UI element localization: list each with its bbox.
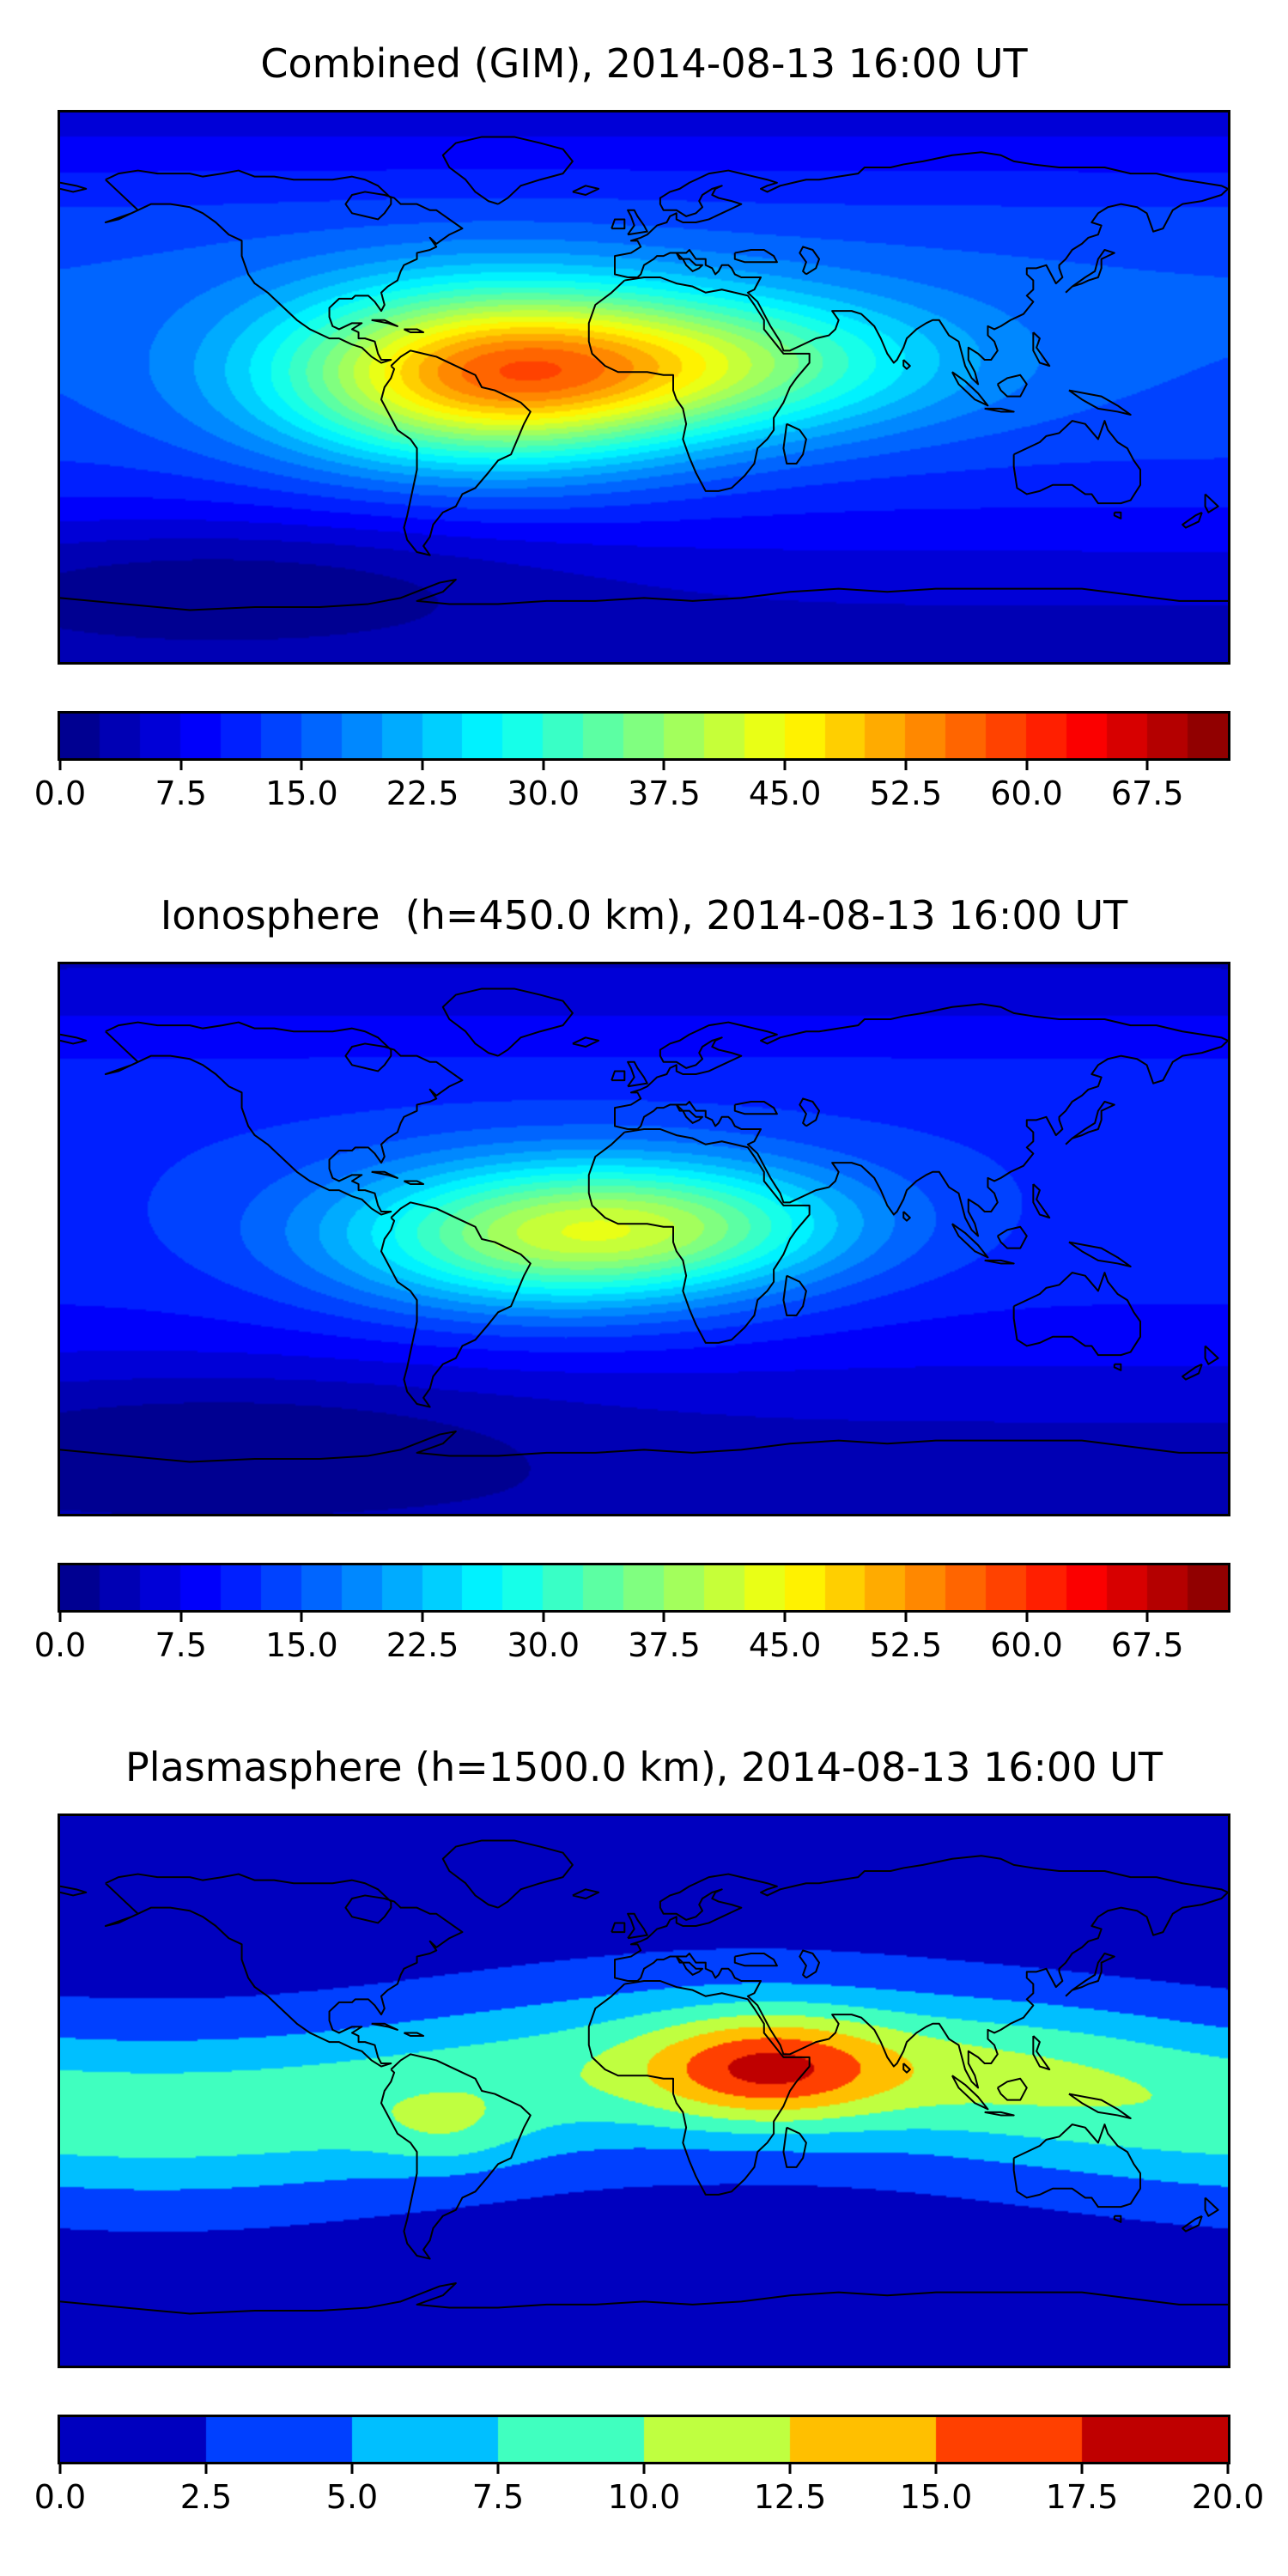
colorbar-tick-mark [300,1613,303,1622]
colorbar-tick-mark [421,761,424,770]
coastlines-overlay [60,1816,1228,2366]
colorbar-tick-mark [350,2464,354,2474]
colorbar-tick-mark [542,1613,545,1622]
colorbar-tick-mark [934,2464,938,2474]
colorbar-tick-label: 37.5 [628,775,701,812]
colorbar-tick-label: 60.0 [990,775,1063,812]
figure-ionosphere: Ionosphere (h=450.0 km), 2014-08-13 16:0… [0,891,1288,1668]
colorbar-tick-row: 0.0 7.5 15.0 22.5 30.0 37.5 45.0 52.5 60.0 67.5 [34,761,1228,816]
colorbar-tick-label: 17.5 [1045,2478,1119,2516]
colorbar-tick-label: 20.0 [1191,2478,1265,2516]
colorbar-tick-mark [783,761,787,770]
colorbar-tick-mark [783,1613,787,1622]
coastline-path [60,988,1228,1461]
colorbar-canvas [60,714,1228,758]
colorbar-tick-mark [58,2464,62,2474]
colorbar-tick-mark [1080,2464,1084,2474]
colorbar-tick-label: 22.5 [386,1626,459,1664]
colorbar [58,711,1230,761]
colorbar-tick-label: 0.0 [33,775,87,812]
map-panel [58,110,1230,665]
colorbar-tick-mark [496,2464,500,2474]
colorbar-tick-mark [1025,1613,1029,1622]
colorbar-tick-mark [662,1613,665,1622]
colorbar-tick-label: 5.0 [325,2478,379,2516]
colorbar-tick-mark [58,761,62,770]
colorbar-tick-mark [542,761,545,770]
tec-heatmap-canvas [60,112,1228,662]
colorbar-tick-mark [58,1613,62,1622]
colorbar-tick-label: 15.0 [265,775,338,812]
colorbar-tick-label: 45.0 [748,775,822,812]
figure-title: Plasmasphere (h=1500.0 km), 2014-08-13 1… [125,1744,1163,1790]
coastline-path [60,1840,1228,2313]
figure-title: Ionosphere (h=450.0 km), 2014-08-13 16:0… [160,892,1128,939]
colorbar-tick-mark [421,1613,424,1622]
colorbar-tick-mark [1145,1613,1149,1622]
colorbar-tick-mark [300,761,303,770]
colorbar-tick-mark [204,2464,208,2474]
colorbar-tick-label: 67.5 [1110,775,1184,812]
tec-heatmap-canvas [60,1816,1228,2366]
colorbar-tick-label: 15.0 [899,2478,973,2516]
colorbar-tick-label: 10.0 [607,2478,681,2516]
colorbar-tick-label: 67.5 [1110,1626,1184,1664]
colorbar-tick-label: 0.0 [33,1626,87,1664]
colorbar-tick-label: 30.0 [507,775,580,812]
colorbar-tick-label: 0.0 [33,2478,87,2516]
colorbar-tick-label: 45.0 [748,1626,822,1664]
colorbar-tick-label: 12.5 [753,2478,827,2516]
colorbar-tick-mark [1226,2464,1230,2474]
colorbar-tick-label: 22.5 [386,775,459,812]
colorbar-tick-mark [179,1613,183,1622]
figure-plasmasphere: Plasmasphere (h=1500.0 km), 2014-08-13 1… [0,1743,1288,2519]
colorbar-canvas [60,2417,1228,2462]
colorbar-tick-mark [904,761,908,770]
colorbar-tick-row: 0.0 2.5 5.0 7.5 10.0 12.5 15.0 17.5 20.0 [34,2464,1264,2519]
coastlines-overlay [60,964,1228,1514]
colorbar-tick-mark [179,761,183,770]
colorbar-tick-row: 0.0 7.5 15.0 22.5 30.0 37.5 45.0 52.5 60.0 67.5 [34,1613,1228,1668]
colorbar-tick-label: 52.5 [869,1626,943,1664]
colorbar-tick-label: 52.5 [869,775,943,812]
colorbar [58,2415,1230,2464]
figure-combined-gim: Combined (GIM), 2014-08-13 16:00 UT 0.0 7… [0,39,1288,816]
map-panel [58,1814,1230,2368]
colorbar [58,1563,1230,1613]
colorbar-tick-mark [662,761,665,770]
colorbar-tick-label: 60.0 [990,1626,1063,1664]
map-panel [58,962,1230,1516]
colorbar-tick-mark [904,1613,908,1622]
coastline-path [60,137,1228,610]
colorbar-canvas [60,1565,1228,1610]
colorbar-tick-mark [1025,761,1029,770]
colorbar-tick-label: 7.5 [155,775,207,812]
colorbar-tick-label: 37.5 [628,1626,701,1664]
colorbar-tick-label: 15.0 [265,1626,338,1664]
tec-heatmap-canvas [60,964,1228,1514]
colorbar-tick-label: 7.5 [155,1626,207,1664]
colorbar-tick-mark [1145,761,1149,770]
figure-title: Combined (GIM), 2014-08-13 16:00 UT [260,40,1028,87]
colorbar-tick-mark [642,2464,646,2474]
colorbar-tick-label: 7.5 [471,2478,525,2516]
colorbar-tick-label: 2.5 [179,2478,233,2516]
coastlines-overlay [60,112,1228,662]
colorbar-tick-label: 30.0 [507,1626,580,1664]
colorbar-tick-mark [788,2464,792,2474]
